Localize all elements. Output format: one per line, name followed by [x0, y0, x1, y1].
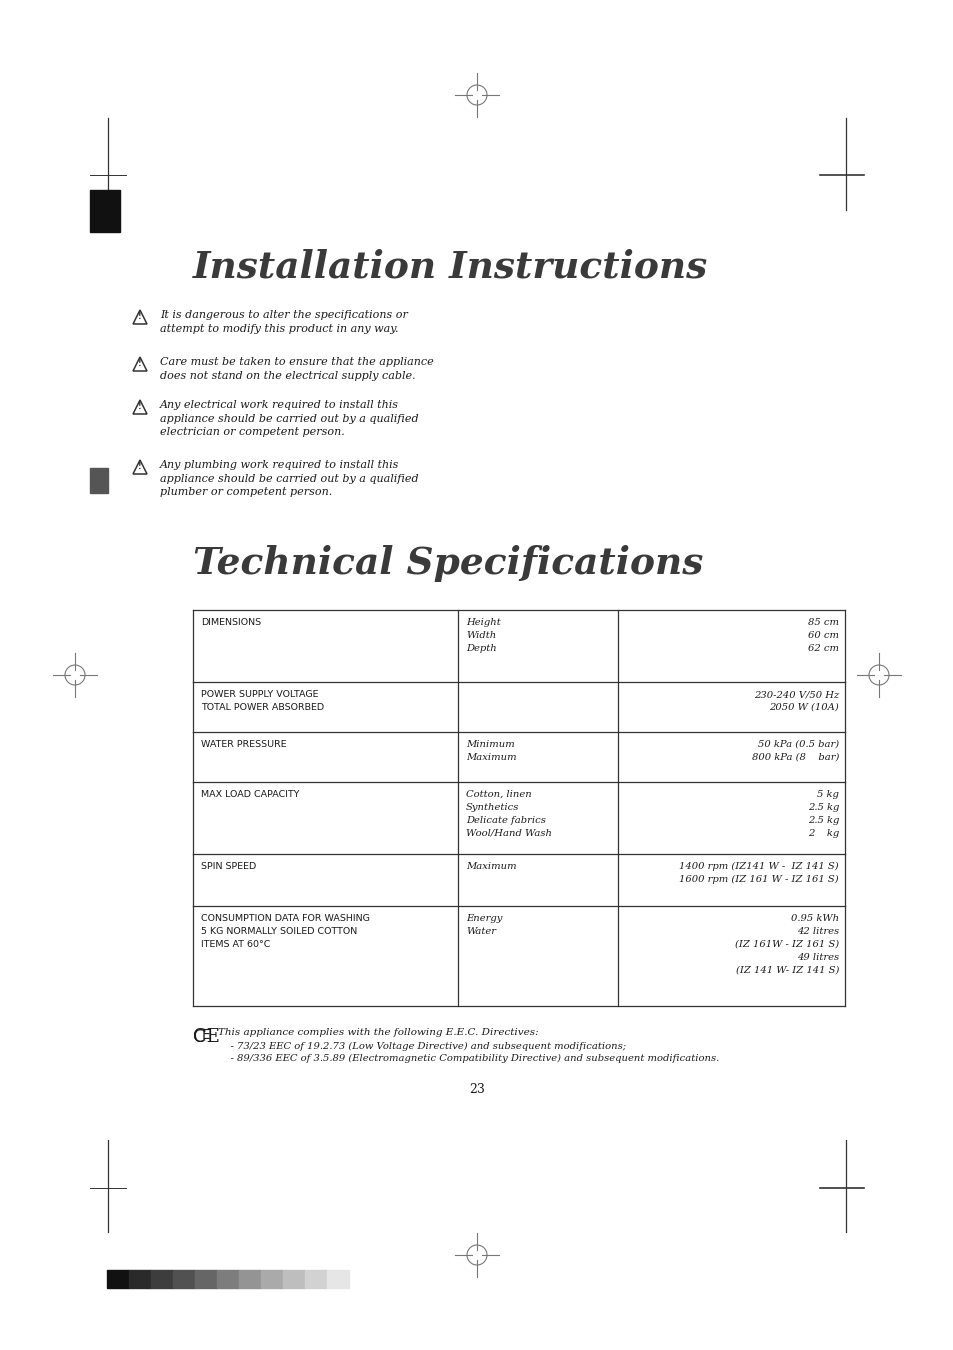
Bar [194, 1270, 216, 1288]
Bar [261, 1270, 283, 1288]
Text: 85 cm
60 cm
62 cm: 85 cm 60 cm 62 cm [807, 618, 838, 652]
Text: SPIN SPEED: SPIN SPEED [201, 863, 256, 871]
Text: 50 kPa (0.5 bar)
800 kPa (8    bar): 50 kPa (0.5 bar) 800 kPa (8 bar) [751, 740, 838, 761]
Text: C: C [193, 1027, 205, 1046]
Text: Technical Specifications: Technical Specifications [193, 545, 702, 582]
Text: 0.95 kWh
42 litres
(IZ 161W - IZ 161 S)
49 litres
(IZ 141 W- IZ 141 S): 0.95 kWh 42 litres (IZ 161W - IZ 161 S) … [734, 914, 838, 975]
Bar [327, 1270, 349, 1288]
Bar [239, 1270, 261, 1288]
Text: 230-240 V/50 Hz
2050 W (10A): 230-240 V/50 Hz 2050 W (10A) [753, 690, 838, 711]
Text: E: E [202, 1027, 211, 1042]
Bar [90, 468, 108, 493]
Bar [129, 1270, 151, 1288]
Text: CE: CE [193, 1027, 219, 1046]
Text: This appliance complies with the following E.E.C. Directives:: This appliance complies with the followi… [218, 1027, 538, 1037]
Text: Any electrical work required to install this
appliance should be carried out by : Any electrical work required to install … [160, 400, 418, 437]
Text: - 73/23 EEC of 19.2.73 (Low Voltage Directive) and subsequent modifications;: - 73/23 EEC of 19.2.73 (Low Voltage Dire… [218, 1042, 625, 1052]
Bar [283, 1270, 305, 1288]
Bar [90, 190, 120, 232]
Bar [151, 1270, 172, 1288]
Text: Maximum: Maximum [465, 863, 517, 871]
Text: !: ! [138, 462, 142, 471]
Text: Care must be taken to ensure that the appliance
does not stand on the electrical: Care must be taken to ensure that the ap… [160, 356, 434, 381]
Text: - 89/336 EEC of 3.5.89 (Electromagnetic Compatibility Directive) and subsequent : - 89/336 EEC of 3.5.89 (Electromagnetic … [218, 1054, 719, 1064]
Text: !: ! [138, 402, 142, 410]
Bar [107, 1270, 129, 1288]
Text: Height
Width
Depth: Height Width Depth [465, 618, 500, 652]
Text: !: ! [138, 359, 142, 367]
Text: DIMENSIONS: DIMENSIONS [201, 618, 261, 626]
Bar [305, 1270, 327, 1288]
Text: 23: 23 [469, 1083, 484, 1096]
Text: 5 kg
2.5 kg
2.5 kg
2    kg: 5 kg 2.5 kg 2.5 kg 2 kg [807, 790, 838, 837]
Text: Minimum
Maximum: Minimum Maximum [465, 740, 517, 761]
Text: MAX LOAD CAPACITY: MAX LOAD CAPACITY [201, 790, 299, 799]
Text: !: ! [138, 312, 142, 321]
Text: Any plumbing work required to install this
appliance should be carried out by a : Any plumbing work required to install th… [160, 460, 418, 497]
Text: Installation Instructions: Installation Instructions [193, 248, 707, 285]
Bar [216, 1270, 239, 1288]
Text: It is dangerous to alter the specifications or
attempt to modify this product in: It is dangerous to alter the specificati… [160, 310, 408, 333]
Text: POWER SUPPLY VOLTAGE
TOTAL POWER ABSORBED: POWER SUPPLY VOLTAGE TOTAL POWER ABSORBE… [201, 690, 324, 711]
Text: 1400 rpm (IZ141 W -  IZ 141 S)
1600 rpm (IZ 161 W - IZ 161 S): 1400 rpm (IZ141 W - IZ 141 S) 1600 rpm (… [679, 863, 838, 884]
Bar [172, 1270, 194, 1288]
Text: CONSUMPTION DATA FOR WASHING
5 KG NORMALLY SOILED COTTON
ITEMS AT 60°C: CONSUMPTION DATA FOR WASHING 5 KG NORMAL… [201, 914, 370, 949]
Text: Cotton, linen
Synthetics
Delicate fabrics
Wool/Hand Wash: Cotton, linen Synthetics Delicate fabric… [465, 790, 552, 837]
Text: Energy
Water: Energy Water [465, 914, 502, 936]
Text: WATER PRESSURE: WATER PRESSURE [201, 740, 286, 749]
